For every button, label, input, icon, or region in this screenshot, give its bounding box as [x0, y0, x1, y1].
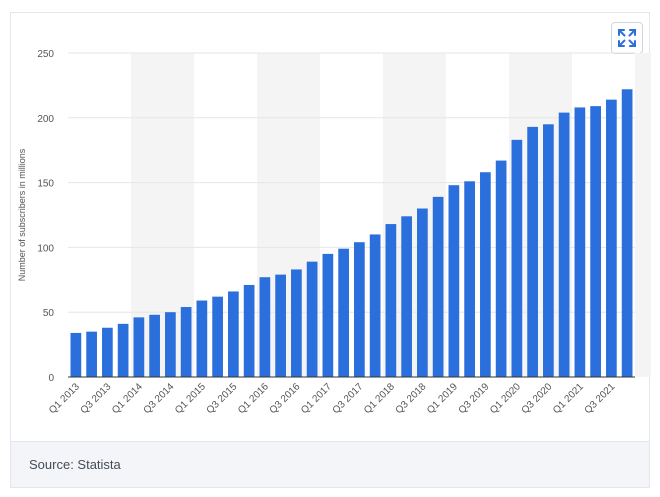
bar: [338, 248, 349, 377]
bar: [448, 185, 460, 377]
bar: [495, 160, 507, 377]
x-tick-label: Q3 2015: [205, 381, 240, 416]
x-tick-label: Q1 2014: [110, 381, 145, 416]
bar: [243, 284, 255, 377]
bar: [558, 112, 570, 377]
bar: [621, 89, 633, 378]
x-tick-label: Q3 2020: [520, 381, 555, 416]
x-tick-label: Q1 2017: [299, 381, 334, 416]
bar: [196, 300, 208, 377]
bar: [574, 107, 586, 377]
chart-card: 0 50 100 150 200 250 Q1 2013 Q3 2013 Q1 2014 Q3 2…: [10, 12, 651, 488]
x-tick-label: Q1 2018: [362, 381, 397, 416]
bar: [291, 269, 302, 377]
bar: [401, 216, 412, 377]
bar: [606, 99, 617, 377]
bar: [180, 307, 192, 377]
chart-footer: Source: Statista: [11, 441, 649, 487]
bar: [369, 234, 381, 377]
bar: [480, 172, 491, 377]
expand-button[interactable]: [611, 22, 643, 54]
bar: [385, 224, 397, 377]
bar: [102, 327, 113, 377]
bar: [165, 312, 176, 377]
x-tick-label: Q1 2019: [425, 381, 460, 416]
bar: [543, 124, 554, 377]
bar: [432, 196, 444, 377]
x-tick-label: Q3 2019: [457, 381, 492, 416]
bar: [322, 253, 334, 377]
x-tick-label: Q3 2021: [583, 381, 618, 416]
bar: [306, 261, 318, 377]
bar: [464, 181, 475, 377]
y-tick-label: 150: [37, 179, 54, 190]
bar: [275, 274, 286, 377]
bar: [590, 106, 601, 378]
bar: [212, 296, 223, 377]
bar: [133, 317, 145, 377]
x-tick-label: Q3 2016: [268, 381, 303, 416]
bar: [511, 139, 523, 377]
y-tick-label: 250: [37, 49, 54, 60]
year-band: [635, 53, 651, 377]
bar: [70, 332, 82, 377]
x-tick-label: Q3 2014: [142, 381, 177, 416]
y-tick-label: 50: [43, 308, 55, 319]
bar: [354, 242, 365, 377]
x-tick-label: Q3 2017: [331, 381, 366, 416]
x-tick-label: Q1 2015: [173, 381, 208, 416]
expand-arrows-icon: [618, 29, 636, 47]
source-label: Source: Statista: [29, 457, 121, 472]
x-tick-label: Q1 2021: [551, 381, 586, 416]
bar: [86, 331, 97, 377]
x-tick-label: Q1 2020: [488, 381, 523, 416]
x-tick-label: Q3 2018: [394, 381, 429, 416]
bar: [228, 291, 239, 377]
x-tick-label: Q1 2016: [236, 381, 271, 416]
bar: [527, 126, 538, 377]
bar: [259, 277, 271, 377]
bar: [149, 314, 160, 377]
x-tick-label: Q1 2013: [47, 381, 82, 416]
bar: [417, 208, 428, 377]
y-axis-label: Number of subscribers in millions: [17, 148, 27, 281]
y-tick-label: 200: [37, 114, 54, 125]
bar: [117, 323, 129, 377]
y-tick-label: 100: [37, 243, 54, 254]
y-tick-label: 0: [48, 373, 54, 384]
x-tick-label: Q3 2013: [79, 381, 114, 416]
